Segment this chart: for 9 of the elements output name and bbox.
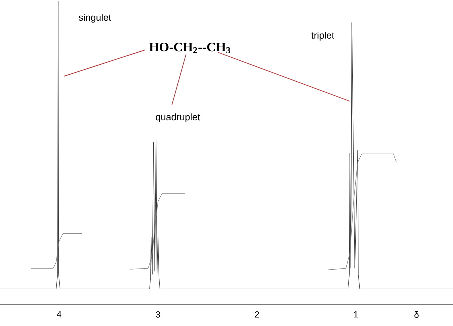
annotation: triplet — [312, 32, 334, 41]
x-tick-label: 2 — [255, 312, 260, 318]
x-tick-label: 4 — [57, 312, 62, 318]
x-axis-title: δ — [414, 312, 419, 318]
x-tick-label: 3 — [156, 312, 160, 318]
x-tick-label: 1 — [354, 312, 358, 318]
annotation: HO-CH$_{2}$--CH$_{3}$ — [149, 42, 230, 54]
annotation: quadruplet — [156, 114, 200, 122]
annotation: singulet — [79, 14, 112, 23]
